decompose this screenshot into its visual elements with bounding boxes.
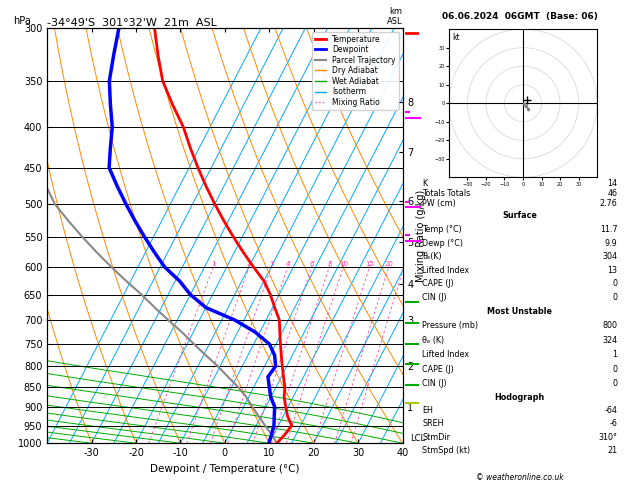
Text: 3: 3 bbox=[269, 261, 274, 267]
Text: 304: 304 bbox=[603, 252, 618, 261]
Text: 0: 0 bbox=[613, 379, 618, 388]
Text: 13: 13 bbox=[608, 266, 618, 275]
Text: θₑ(K): θₑ(K) bbox=[422, 252, 442, 261]
Text: 20: 20 bbox=[384, 261, 393, 267]
X-axis label: Dewpoint / Temperature (°C): Dewpoint / Temperature (°C) bbox=[150, 464, 299, 474]
Text: CAPE (J): CAPE (J) bbox=[422, 279, 454, 288]
Text: PW (cm): PW (cm) bbox=[422, 199, 456, 208]
Text: 800: 800 bbox=[603, 321, 618, 330]
Text: 06.06.2024  06GMT  (Base: 06): 06.06.2024 06GMT (Base: 06) bbox=[442, 12, 598, 21]
Text: 10: 10 bbox=[339, 261, 348, 267]
Text: 0: 0 bbox=[613, 293, 618, 302]
Text: km
ASL: km ASL bbox=[387, 7, 403, 26]
Text: SREH: SREH bbox=[422, 419, 444, 428]
Y-axis label: Mixing Ratio (g/kg): Mixing Ratio (g/kg) bbox=[416, 190, 426, 281]
Text: 2.76: 2.76 bbox=[599, 199, 618, 208]
Text: 0: 0 bbox=[613, 364, 618, 374]
Text: CIN (J): CIN (J) bbox=[422, 379, 447, 388]
Text: 0: 0 bbox=[613, 279, 618, 288]
Text: 46: 46 bbox=[608, 190, 618, 198]
Text: 324: 324 bbox=[602, 336, 618, 345]
Text: © weatheronline.co.uk: © weatheronline.co.uk bbox=[476, 473, 564, 482]
Text: 4: 4 bbox=[286, 261, 290, 267]
Text: Hodograph: Hodograph bbox=[495, 393, 545, 402]
Text: Pressure (mb): Pressure (mb) bbox=[422, 321, 479, 330]
Text: K: K bbox=[422, 179, 428, 189]
Text: Lifted Index: Lifted Index bbox=[422, 266, 469, 275]
Text: 11.7: 11.7 bbox=[599, 225, 618, 234]
Text: 14: 14 bbox=[608, 179, 618, 189]
Text: LCL: LCL bbox=[409, 434, 425, 443]
Text: Lifted Index: Lifted Index bbox=[422, 350, 469, 359]
Text: hPa: hPa bbox=[13, 17, 31, 26]
Text: StmDir: StmDir bbox=[422, 433, 450, 441]
Text: 9.9: 9.9 bbox=[604, 239, 618, 247]
Text: Most Unstable: Most Unstable bbox=[487, 307, 552, 316]
Text: 6: 6 bbox=[309, 261, 314, 267]
Text: -6: -6 bbox=[610, 419, 618, 428]
Text: CIN (J): CIN (J) bbox=[422, 293, 447, 302]
Text: 2: 2 bbox=[247, 261, 252, 267]
Text: -64: -64 bbox=[604, 406, 618, 415]
Text: 1: 1 bbox=[613, 350, 618, 359]
Text: CAPE (J): CAPE (J) bbox=[422, 364, 454, 374]
Text: kt: kt bbox=[453, 33, 460, 42]
Text: Totals Totals: Totals Totals bbox=[422, 190, 470, 198]
Text: 310°: 310° bbox=[598, 433, 618, 441]
Text: 8: 8 bbox=[327, 261, 331, 267]
Text: EH: EH bbox=[422, 406, 433, 415]
Text: Temp (°C): Temp (°C) bbox=[422, 225, 462, 234]
Text: Surface: Surface bbox=[503, 211, 537, 220]
Text: StmSpd (kt): StmSpd (kt) bbox=[422, 446, 470, 455]
Legend: Temperature, Dewpoint, Parcel Trajectory, Dry Adiabat, Wet Adiabat, Isotherm, Mi: Temperature, Dewpoint, Parcel Trajectory… bbox=[311, 32, 399, 110]
Text: 1: 1 bbox=[211, 261, 216, 267]
Text: -34°49'S  301°32'W  21m  ASL: -34°49'S 301°32'W 21m ASL bbox=[47, 17, 217, 28]
Text: 15: 15 bbox=[365, 261, 374, 267]
Text: Dewp (°C): Dewp (°C) bbox=[422, 239, 464, 247]
Text: 21: 21 bbox=[607, 446, 618, 455]
Text: θₑ (K): θₑ (K) bbox=[422, 336, 445, 345]
